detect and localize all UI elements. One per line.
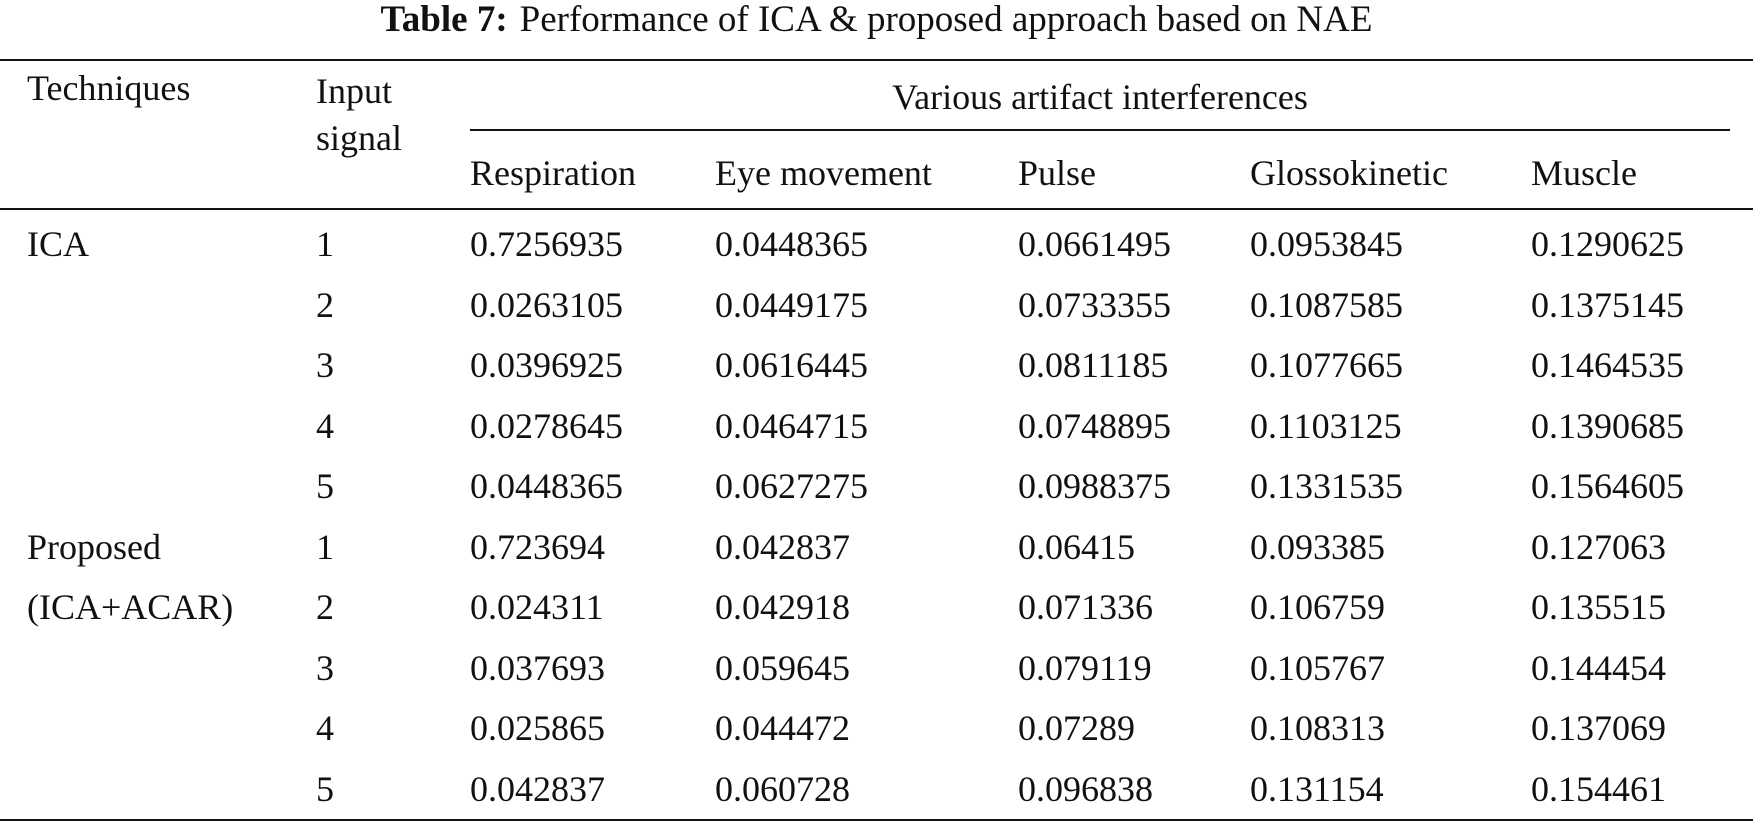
value-cell: 0.154461 bbox=[1531, 768, 1666, 809]
value-cell: 0.0448365 bbox=[715, 224, 868, 264]
value-cell: 0.0616445 bbox=[715, 345, 868, 385]
input-signal-cell: 1 bbox=[316, 224, 334, 264]
value-cell: 0.042918 bbox=[715, 587, 850, 627]
input-signal-cell: 5 bbox=[316, 466, 334, 506]
value-cell: 0.059645 bbox=[715, 647, 850, 688]
value-cell: 0.060728 bbox=[715, 768, 850, 809]
value-cell: 0.0953845 bbox=[1250, 224, 1403, 264]
value-cell: 0.137069 bbox=[1531, 708, 1666, 748]
header-input-signal-line2: signal bbox=[316, 118, 402, 158]
value-cell: 0.042837 bbox=[470, 768, 605, 809]
header-input-signal: Input signal bbox=[316, 71, 402, 162]
column-header-respiration: Respiration bbox=[470, 153, 636, 193]
bottom-rule bbox=[0, 819, 1753, 821]
value-cell: 0.044472 bbox=[715, 708, 850, 748]
input-signal-cell: 3 bbox=[316, 345, 334, 385]
technique-name-line2: (ICA+ACAR) bbox=[27, 587, 234, 627]
value-cell: 0.0263105 bbox=[470, 284, 623, 325]
value-cell: 0.723694 bbox=[470, 526, 605, 567]
value-cell: 0.025865 bbox=[470, 708, 605, 748]
spanner-rule bbox=[470, 129, 1730, 131]
column-header-eye-movement: Eye movement bbox=[715, 153, 932, 193]
column-header-pulse: Pulse bbox=[1018, 153, 1097, 193]
value-cell: 0.0811185 bbox=[1018, 345, 1169, 385]
value-cell: 0.06415 bbox=[1018, 526, 1135, 567]
header-techniques: Techniques bbox=[27, 68, 191, 108]
value-cell: 0.093385 bbox=[1250, 526, 1385, 567]
value-cell: 0.0733355 bbox=[1018, 284, 1171, 325]
input-signal-cell: 4 bbox=[316, 405, 334, 446]
value-cell: 0.108313 bbox=[1250, 708, 1385, 748]
value-cell: 0.0464715 bbox=[715, 405, 868, 446]
input-signal-cell: 5 bbox=[316, 768, 334, 809]
column-header-muscle: Muscle bbox=[1531, 153, 1637, 193]
value-cell: 0.071336 bbox=[1018, 587, 1153, 627]
input-signal-cell: 1 bbox=[316, 526, 334, 567]
value-cell: 0.105767 bbox=[1250, 647, 1385, 688]
value-cell: 0.079119 bbox=[1018, 647, 1152, 688]
header-group-label: Various artifact interferences bbox=[892, 77, 1308, 117]
header-input-signal-line1: Input bbox=[316, 71, 392, 111]
value-cell: 0.1087585 bbox=[1250, 284, 1403, 325]
value-cell: 0.1564605 bbox=[1531, 466, 1684, 506]
top-rule bbox=[0, 59, 1753, 61]
value-cell: 0.0396925 bbox=[470, 345, 623, 385]
header-rule bbox=[0, 208, 1753, 210]
caption-label: Table 7: bbox=[380, 0, 508, 40]
value-cell: 0.0448365 bbox=[470, 466, 623, 506]
value-cell: 0.1103125 bbox=[1250, 405, 1402, 446]
value-cell: 0.042837 bbox=[715, 526, 850, 567]
value-cell: 0.7256935 bbox=[470, 224, 623, 264]
technique-name: Proposed bbox=[27, 526, 161, 567]
value-cell: 0.1331535 bbox=[1250, 466, 1403, 506]
caption-text: Performance of ICA & proposed approach b… bbox=[519, 0, 1373, 40]
value-cell: 0.135515 bbox=[1531, 587, 1666, 627]
value-cell: 0.0449175 bbox=[715, 284, 868, 325]
value-cell: 0.1464535 bbox=[1531, 345, 1684, 385]
value-cell: 0.0661495 bbox=[1018, 224, 1171, 264]
value-cell: 0.144454 bbox=[1531, 647, 1666, 688]
value-cell: 0.1390685 bbox=[1531, 405, 1684, 446]
input-signal-cell: 4 bbox=[316, 708, 334, 748]
value-cell: 0.1375145 bbox=[1531, 284, 1684, 325]
value-cell: 0.1077665 bbox=[1250, 345, 1403, 385]
technique-name: ICA bbox=[27, 224, 89, 264]
value-cell: 0.1290625 bbox=[1531, 224, 1684, 264]
input-signal-cell: 2 bbox=[316, 587, 334, 627]
value-cell: 0.106759 bbox=[1250, 587, 1385, 627]
value-cell: 0.024311 bbox=[470, 587, 604, 627]
value-cell: 0.0278645 bbox=[470, 405, 623, 446]
table-caption: Table 7: Performance of ICA & proposed ap… bbox=[0, 0, 1753, 40]
value-cell: 0.131154 bbox=[1250, 768, 1384, 809]
value-cell: 0.07289 bbox=[1018, 708, 1135, 748]
value-cell: 0.0988375 bbox=[1018, 466, 1171, 506]
input-signal-cell: 2 bbox=[316, 284, 334, 325]
value-cell: 0.0748895 bbox=[1018, 405, 1171, 446]
column-header-glossokinetic: Glossokinetic bbox=[1250, 153, 1448, 193]
value-cell: 0.0627275 bbox=[715, 466, 868, 506]
value-cell: 0.127063 bbox=[1531, 526, 1666, 567]
value-cell: 0.096838 bbox=[1018, 768, 1153, 809]
input-signal-cell: 3 bbox=[316, 647, 334, 688]
value-cell: 0.037693 bbox=[470, 647, 605, 688]
